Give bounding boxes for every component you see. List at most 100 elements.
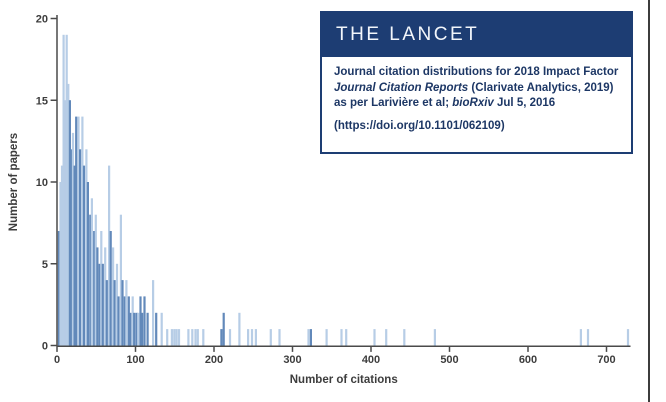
histogram-bar [112, 247, 115, 346]
histogram-bar [129, 312, 132, 346]
x-tick-label: 600 [519, 354, 537, 366]
info-box-lines: Journal citation distributions for 2018 … [334, 65, 621, 112]
histogram-bar [278, 329, 281, 346]
x-tick-label: 400 [362, 354, 380, 366]
histogram-bar [73, 165, 76, 346]
y-tick-label: 0 [42, 341, 48, 353]
doi-text: (https://doi.org/10.1101/062109) [334, 119, 505, 132]
y-tick-label: 20 [36, 14, 48, 26]
histogram-bar [133, 312, 136, 346]
histogram-bar [170, 329, 173, 346]
histogram-bar [433, 329, 436, 346]
histogram-bar [385, 329, 388, 346]
x-tick-label: 700 [597, 354, 615, 366]
histogram-bar [403, 329, 406, 346]
histogram-bar [141, 312, 144, 346]
histogram-bar [104, 247, 107, 346]
y-tick-label: 10 [36, 177, 48, 189]
histogram-bar [60, 165, 64, 346]
histogram-bar [247, 329, 250, 346]
histogram-bar [109, 231, 112, 346]
histogram-bar [177, 329, 181, 346]
histogram-bar [191, 329, 194, 346]
histogram-bar [160, 312, 163, 346]
histogram-bar [62, 34, 65, 346]
histogram-bar [194, 329, 197, 346]
histogram-bar [86, 182, 89, 346]
histogram-bar [254, 329, 257, 346]
histogram-bar [238, 312, 241, 346]
info-box-body: Journal citation distributions for 2018 … [322, 57, 631, 140]
histogram-bar [59, 182, 62, 346]
page-edge-line [648, 0, 650, 402]
histogram-bar [196, 329, 199, 346]
histogram-bar [64, 100, 67, 346]
lancet-header-bar: THE LANCET [322, 13, 631, 57]
x-tick-label: 0 [54, 354, 60, 366]
histogram-bar [82, 165, 86, 346]
histogram-bar [98, 263, 101, 346]
histogram-bar [100, 231, 103, 346]
histogram-bar [75, 116, 78, 346]
x-axis-title: Number of citations [290, 374, 398, 386]
y-tick-label: 15 [36, 95, 48, 107]
x-tick-label: 100 [126, 354, 144, 366]
lancet-logo-text: THE LANCET [336, 24, 480, 45]
histogram-bar [85, 149, 88, 346]
histogram-bar [340, 329, 343, 346]
histogram-bar [77, 116, 80, 346]
histogram-bar [152, 280, 155, 346]
histogram-bar [125, 280, 128, 346]
histogram-bar [155, 312, 158, 346]
histogram-bar [93, 231, 96, 346]
histogram-bar [117, 296, 120, 346]
histogram-bar [250, 329, 254, 346]
histogram-bar [71, 132, 75, 346]
histogram-bar [131, 296, 134, 346]
histogram-bar [187, 329, 190, 346]
histogram-bar [119, 214, 122, 346]
histogram-bar [113, 280, 116, 346]
histogram-bar [57, 231, 60, 346]
info-box-line: Journal Citation Reports (Clarivate Anal… [334, 81, 614, 94]
histogram-bar [173, 329, 176, 346]
histogram-bar [101, 263, 104, 346]
histogram-bar [309, 329, 312, 346]
info-box-line: as per Larivière et al; bioRxiv Jul 5, 2… [334, 97, 556, 109]
histogram-bar [175, 329, 178, 346]
histogram-bar [139, 296, 142, 346]
histogram-bar [202, 329, 205, 346]
x-tick-label: 300 [283, 354, 301, 366]
histogram-bar [269, 329, 272, 346]
histogram-bar [228, 329, 232, 346]
histogram-bar [81, 116, 84, 346]
histogram-bar [579, 329, 582, 346]
histogram-bar [143, 296, 146, 346]
histogram-bar [135, 312, 138, 346]
histogram-bar [68, 100, 71, 346]
histogram-bar [70, 149, 73, 346]
lancet-info-box: THE LANCET Journal citation distribution… [320, 11, 633, 154]
info-box-line: Journal citation distributions for 2018 … [334, 66, 619, 78]
histogram-bar [94, 214, 97, 346]
x-tick-label: 500 [440, 354, 458, 366]
y-axis-title: Number of papers [8, 133, 20, 231]
histogram-bar [121, 280, 124, 346]
histogram-bar [115, 263, 119, 346]
histogram-bar [345, 329, 348, 346]
histogram-bar [90, 198, 93, 346]
histogram-bar [373, 329, 376, 346]
histogram-bar [96, 247, 99, 346]
histogram-bar [146, 312, 149, 346]
histogram-bar [166, 329, 169, 346]
histogram-bar [127, 296, 130, 346]
histogram-bar [67, 83, 70, 346]
histogram-bar [79, 149, 82, 346]
histogram-bar [123, 296, 126, 346]
histogram-bar [65, 34, 68, 346]
histogram-bar [222, 312, 225, 346]
histogram-bar [108, 165, 111, 346]
histogram-bar [586, 329, 590, 346]
